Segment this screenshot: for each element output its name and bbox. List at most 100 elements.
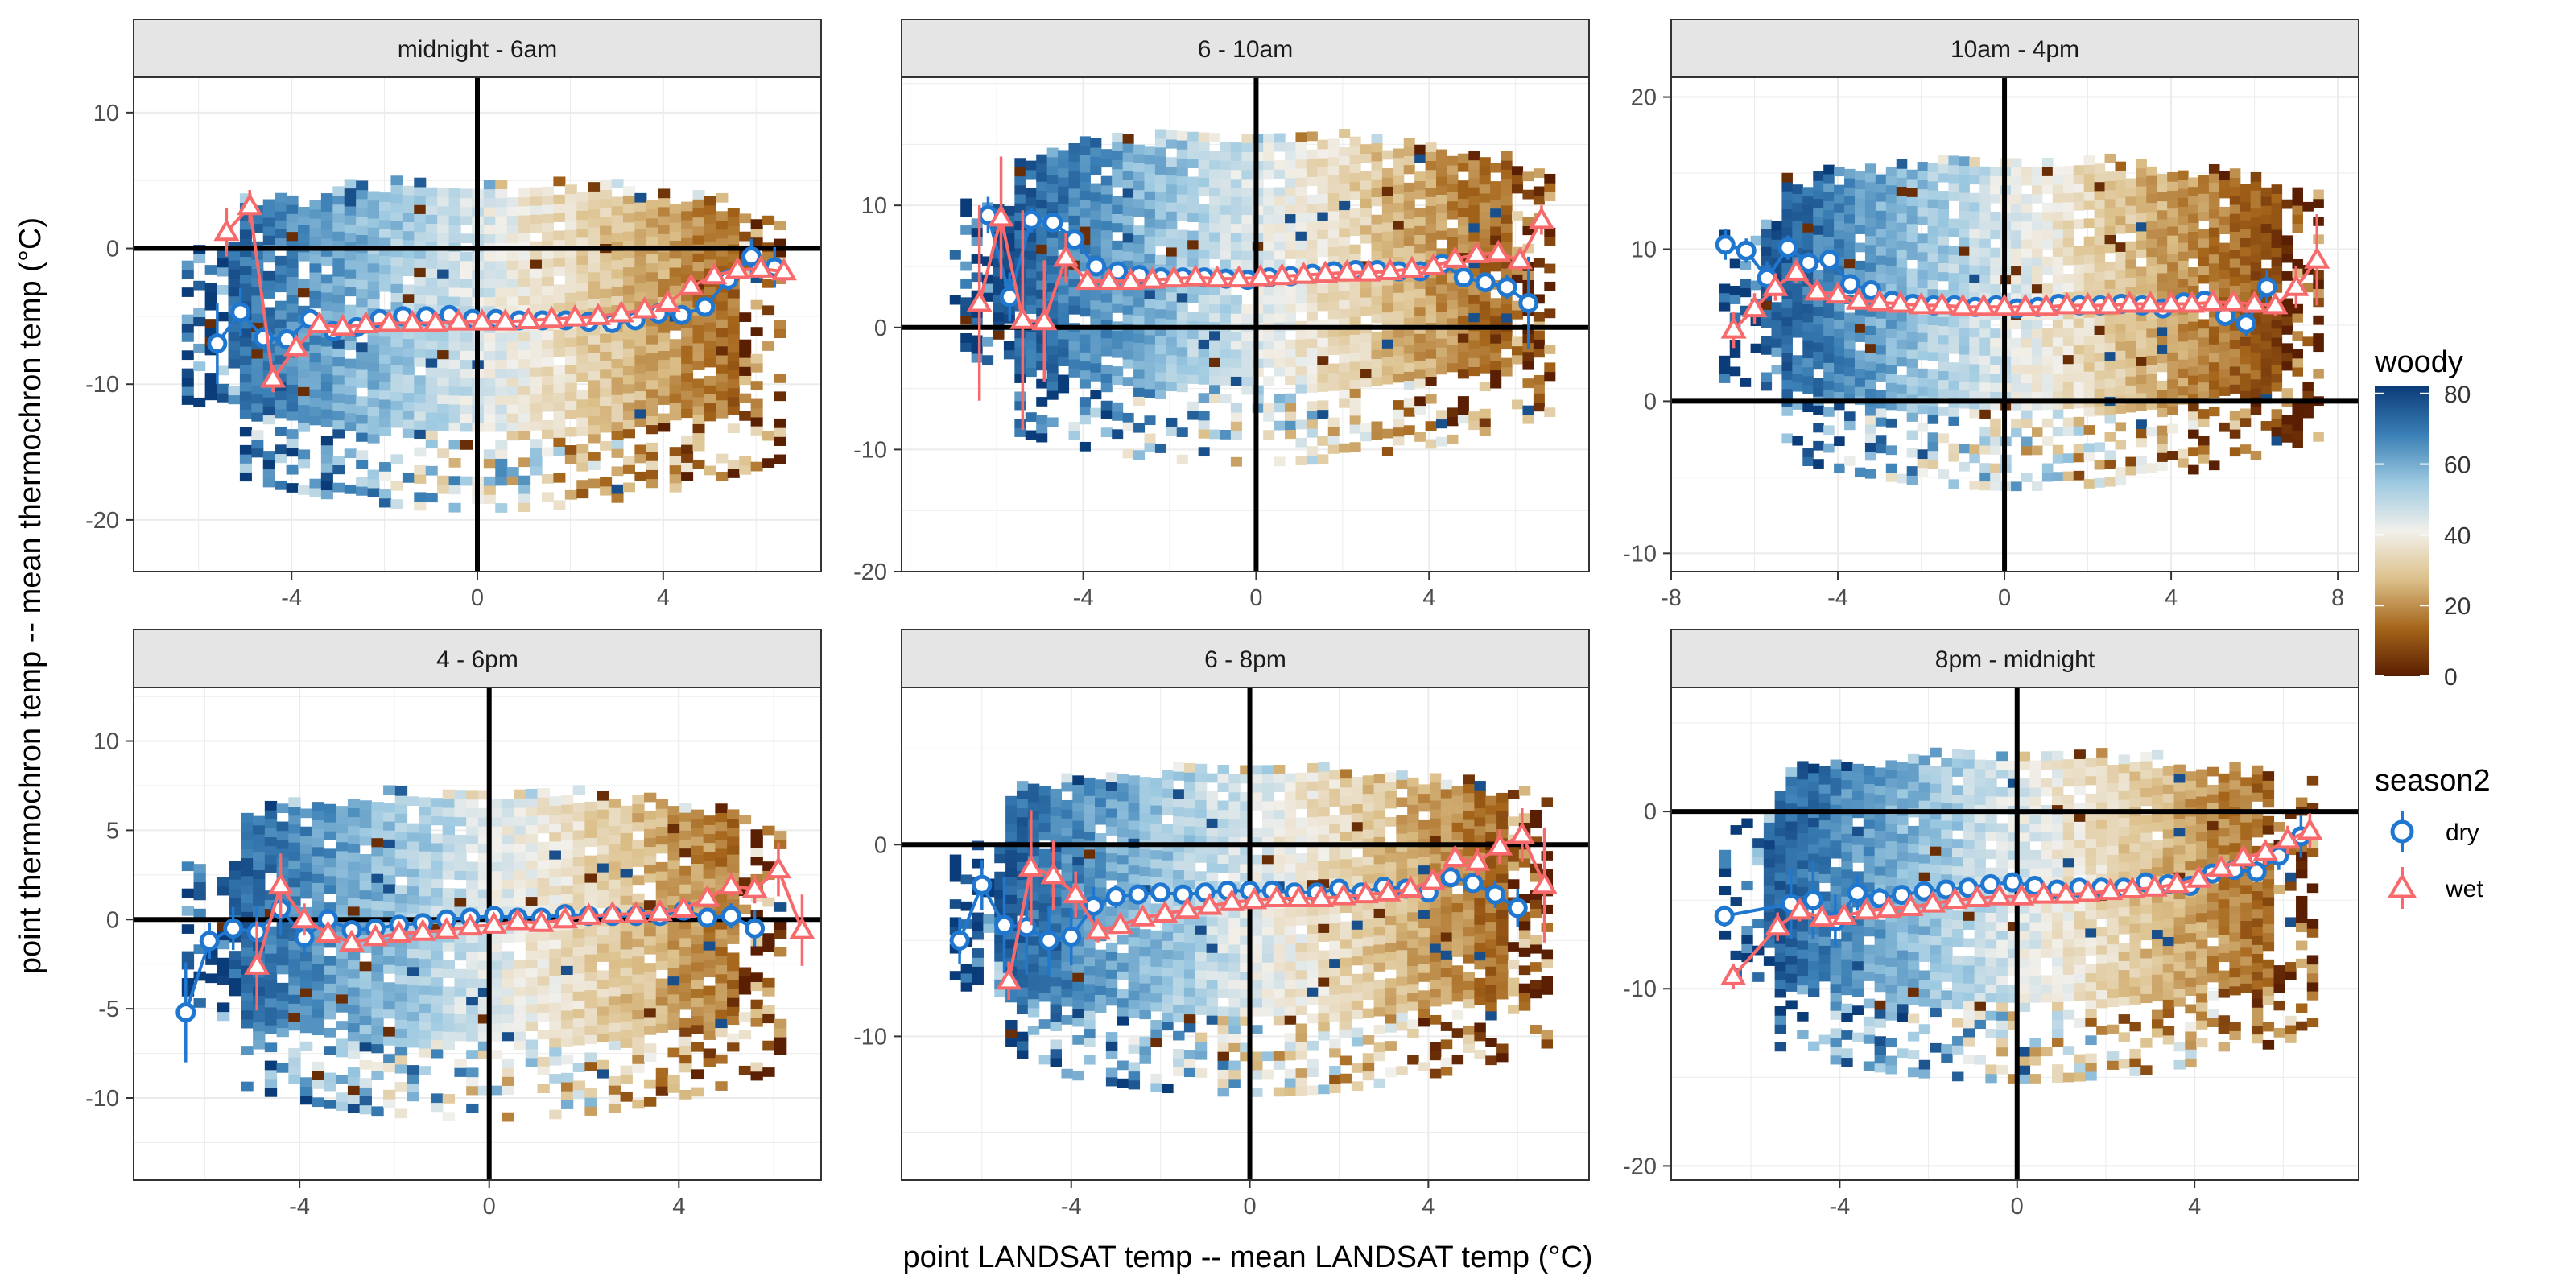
heatmap-cell (1339, 227, 1351, 237)
heatmap-cell (1176, 203, 1188, 213)
heatmap-cell (390, 355, 403, 365)
heatmap-cell (483, 260, 496, 270)
point-wet (260, 365, 287, 388)
heatmap-cell (1090, 165, 1102, 175)
heatmap-cell (1230, 250, 1242, 260)
heatmap-cell (739, 375, 752, 386)
heatmap-cell (239, 256, 252, 266)
heatmap-cell (286, 384, 299, 394)
heatmap-cell (2073, 327, 2085, 336)
heatmap-cell (1090, 407, 1102, 418)
heatmap-cell (483, 458, 496, 469)
heatmap-cell (1393, 355, 1405, 365)
heatmap-cell (2125, 205, 2136, 215)
heatmap-cell (1896, 320, 1908, 331)
heatmap-cell (320, 390, 333, 401)
heatmap-cell (2146, 265, 2157, 275)
heatmap-cell (1969, 274, 1980, 283)
heatmap-cell (1112, 132, 1124, 142)
heatmap-cell (530, 420, 543, 431)
heatmap-cell (634, 237, 647, 248)
heatmap-cell (1896, 285, 1908, 295)
heatmap-cell (2178, 179, 2189, 189)
heatmap-cell (437, 358, 450, 369)
heatmap-cell (1154, 381, 1166, 390)
heatmap-cell (2250, 235, 2262, 245)
heatmap-cell (312, 989, 325, 1000)
heatmap-cell (1948, 227, 1959, 237)
heatmap-cell (1198, 132, 1210, 142)
heatmap-cell (1844, 241, 1856, 250)
heatmap-cell (1025, 259, 1037, 270)
heatmap-cell (181, 888, 195, 898)
heatmap-cell (300, 988, 313, 997)
heatmap-cell (312, 1080, 325, 1089)
heatmap-cell (414, 474, 427, 484)
heatmap-cell (1990, 212, 2001, 221)
heatmap-cell (2062, 166, 2074, 175)
heatmap-cell (2073, 426, 2085, 436)
heatmap-cell (2250, 244, 2262, 254)
heatmap-cell (1990, 364, 2001, 374)
heatmap-cell (530, 385, 543, 395)
heatmap-cell (239, 463, 252, 473)
heatmap-cell (309, 344, 322, 354)
heatmap-cell (576, 246, 589, 256)
heatmap-cell (1896, 276, 1908, 286)
heatmap-cell (1447, 174, 1459, 184)
heatmap-cell (611, 205, 624, 216)
heatmap-cell (425, 187, 438, 197)
heatmap-cell (1241, 169, 1253, 180)
heatmap-cell (739, 366, 752, 376)
heatmap-cell (1046, 300, 1059, 311)
heatmap-cell (286, 249, 299, 259)
heatmap-cell (2094, 289, 2106, 299)
heatmap-cell (2062, 363, 2074, 374)
heatmap-cell (1198, 285, 1210, 295)
heatmap-cell (2208, 236, 2220, 246)
heatmap-cell (1360, 350, 1373, 361)
heatmap-cell (309, 335, 322, 345)
heatmap-cell (437, 349, 450, 360)
heatmap-cell (2178, 242, 2189, 252)
heatmap-cell (309, 353, 322, 363)
heatmap-cell (553, 419, 566, 429)
heatmap-cell (264, 845, 278, 856)
heatmap-cell (1792, 202, 1803, 213)
heatmap-cell (1025, 286, 1037, 296)
heatmap-cell (1295, 419, 1307, 430)
heatmap-cell (425, 286, 438, 296)
heatmap-cell (367, 236, 380, 246)
heatmap-cell (1014, 238, 1026, 249)
heatmap-cell (1948, 443, 1959, 453)
heatmap-cell (1133, 252, 1146, 262)
heatmap-cell (634, 192, 647, 203)
heatmap-cell (716, 354, 729, 365)
heatmap-cell (611, 412, 624, 423)
heatmap-cell (646, 451, 658, 461)
heatmap-cell (1285, 294, 1297, 304)
heatmap-cell (2136, 230, 2147, 241)
heatmap-cell (264, 953, 278, 963)
point-wet (353, 311, 379, 333)
heatmap-cell (460, 476, 473, 486)
heatmap-cell (634, 345, 647, 356)
heatmap-cell (251, 448, 264, 458)
heatmap-cell (1349, 280, 1361, 291)
heatmap-cell (228, 295, 241, 306)
heatmap-cell (1166, 138, 1178, 149)
heatmap-cell (1154, 209, 1166, 220)
heatmap-cell (739, 348, 752, 358)
heatmap-cell (2302, 390, 2314, 401)
heatmap-cell (448, 413, 461, 423)
heatmap-cell (181, 960, 195, 970)
heatmap-cell (309, 389, 322, 398)
point-wet (2054, 291, 2080, 315)
heatmap-cell (1209, 213, 1221, 224)
heatmap-cell (495, 395, 508, 405)
heatmap-cell (286, 402, 299, 412)
heatmap-cell (1533, 186, 1545, 196)
heatmap-cell (448, 403, 461, 414)
heatmap-cell (217, 957, 230, 968)
heatmap-cell (1544, 237, 1556, 246)
